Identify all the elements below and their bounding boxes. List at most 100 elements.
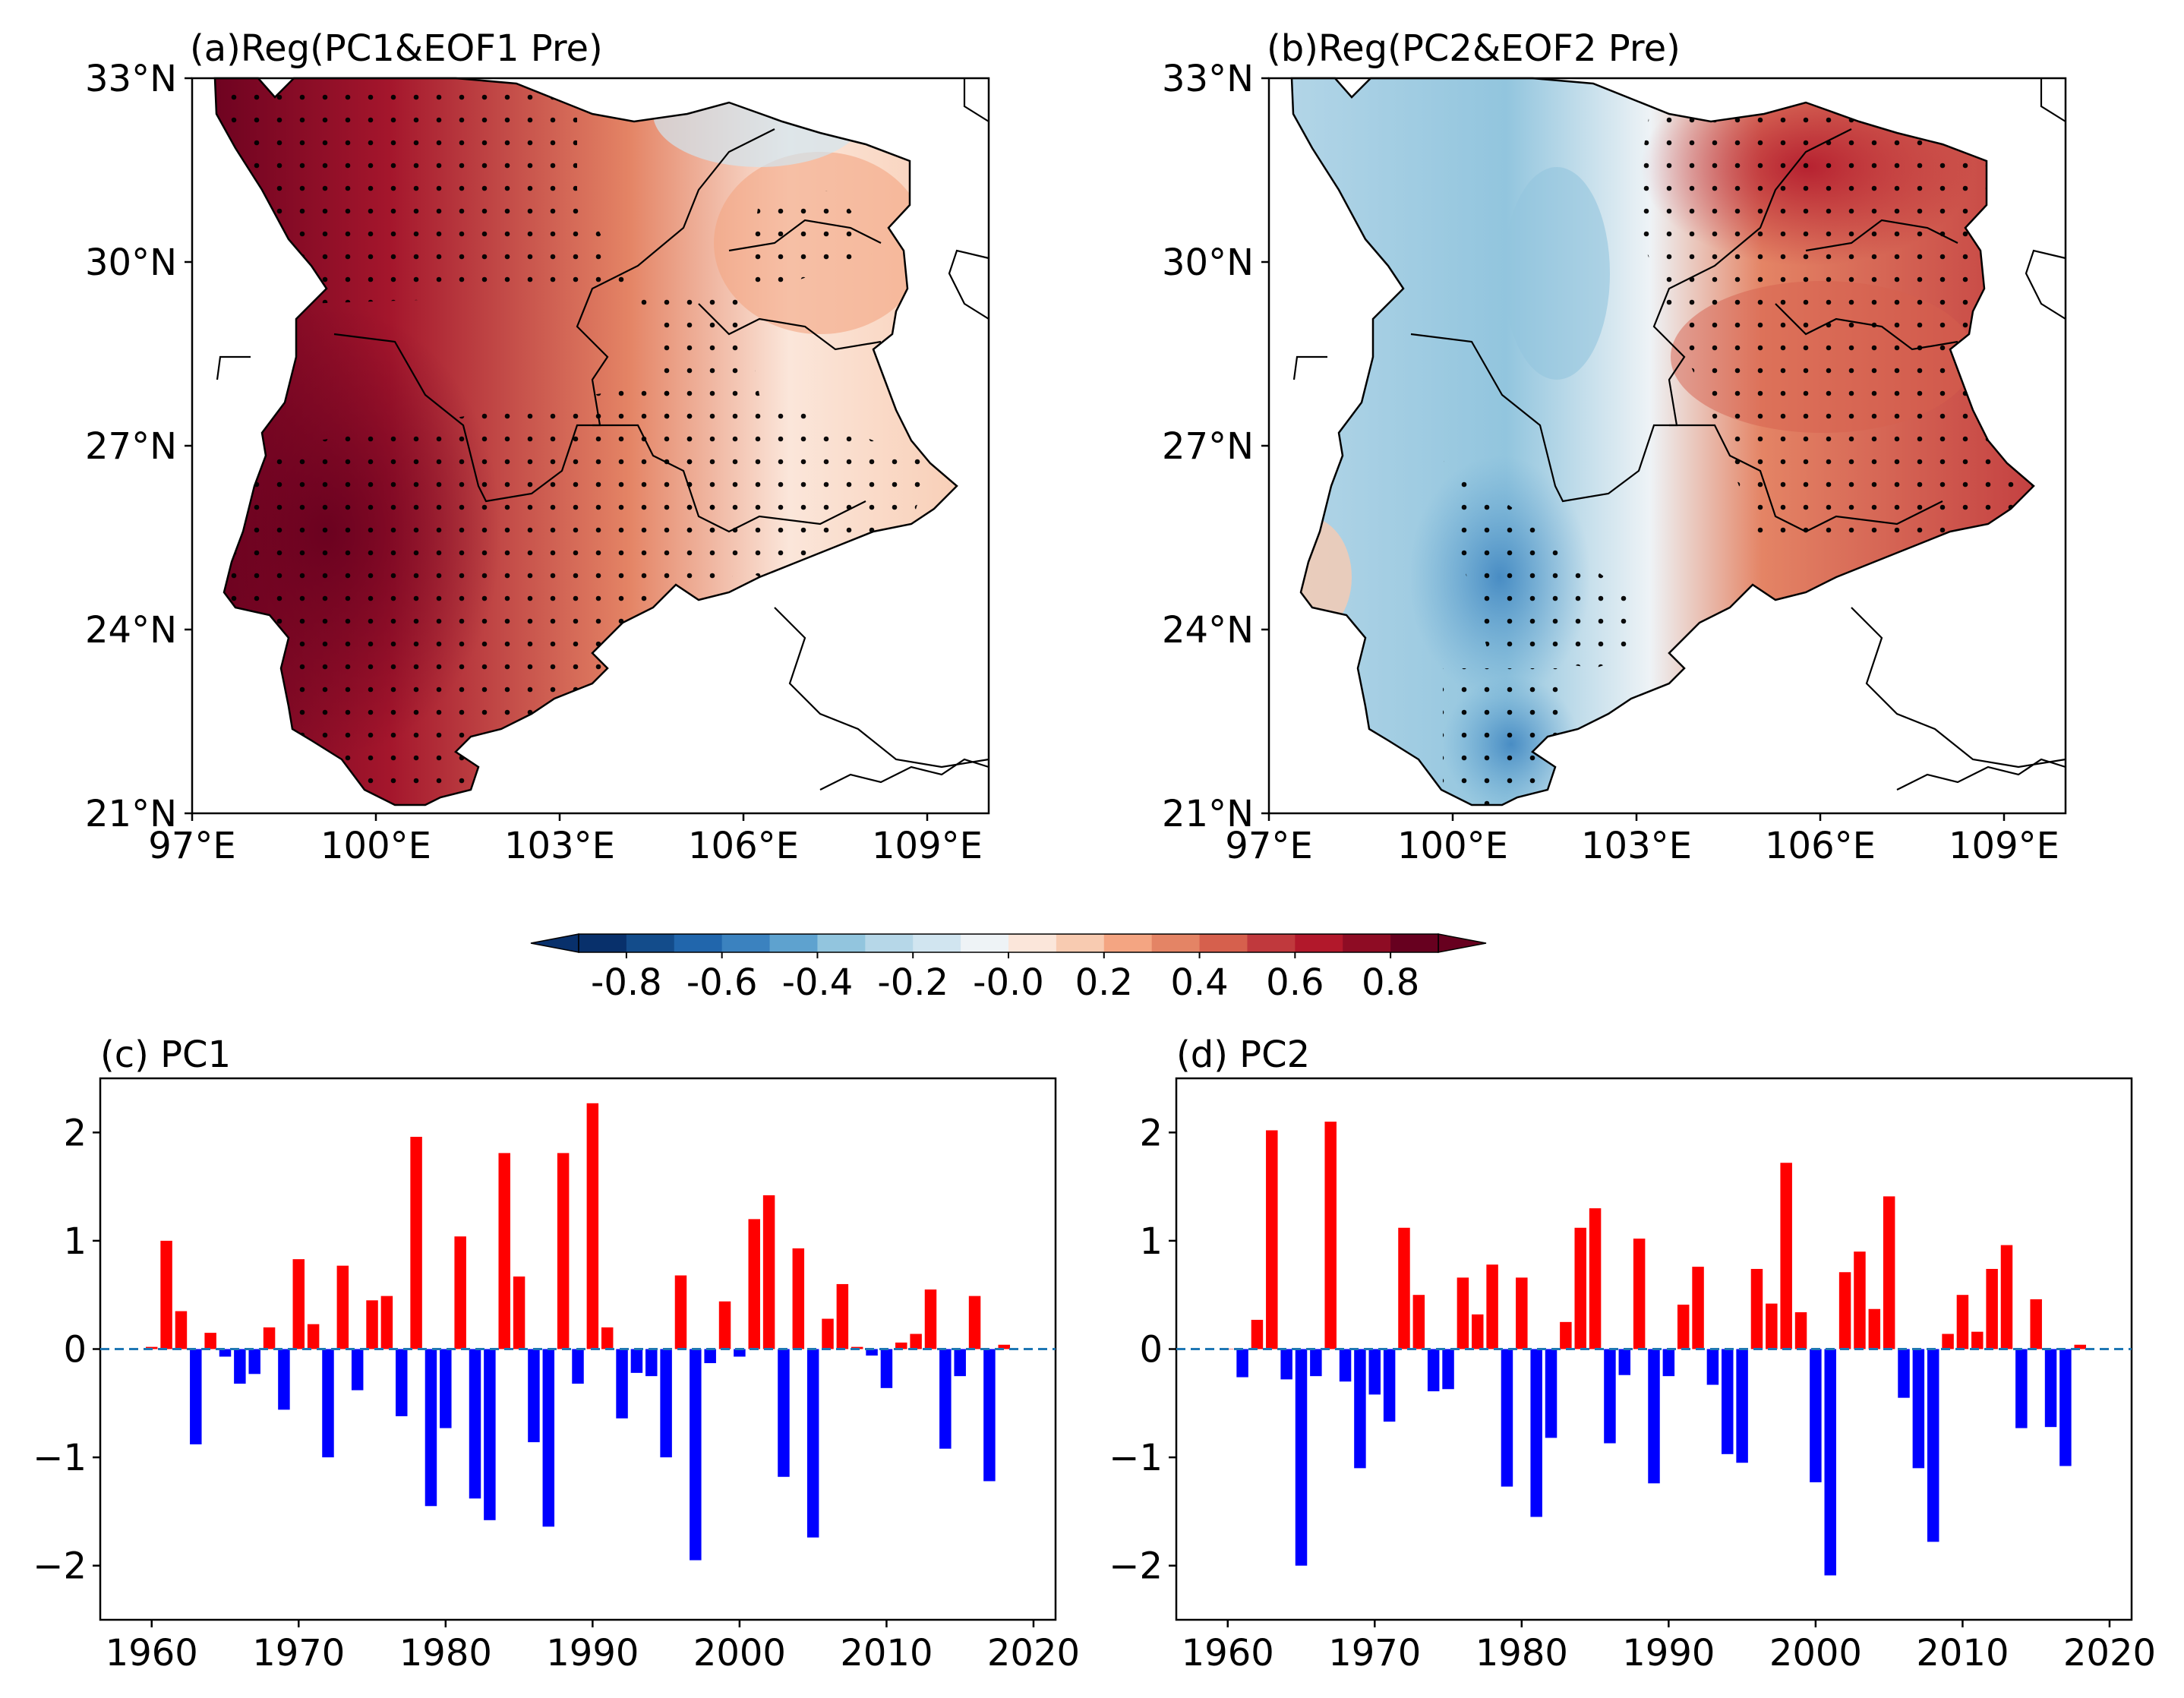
colorbar-swatch [961, 934, 1009, 952]
bar-1980 [1516, 1277, 1528, 1349]
y-tick-label: 0 [1139, 1329, 1163, 1371]
colorbar-swatch [1295, 934, 1343, 952]
y-tick-label: 1 [63, 1220, 87, 1263]
colorbar-swatch [913, 934, 961, 952]
chart-c-x-ticks: 1960 1970 1980 1990 2000 2010 2020 [106, 1620, 1080, 1674]
bar-1970 [292, 1259, 305, 1349]
bar-1981 [454, 1236, 466, 1349]
chart-d-y-ticks: 2 1 0 −1 −2 [1109, 1112, 1176, 1588]
x-tick-label: 2010 [1916, 1632, 2009, 1674]
bar-1975 [366, 1300, 378, 1349]
bar-1991 [601, 1327, 614, 1349]
colorbar-label: 0.4 [1170, 961, 1228, 1004]
bar-2015 [954, 1349, 966, 1377]
map-b-lon-ticks: 97°E 100°E 103°E 106°E 109°E [1225, 813, 2059, 867]
bar-1994 [645, 1349, 658, 1377]
bar-1961 [1236, 1349, 1248, 1378]
bar-2000 [1810, 1349, 1822, 1482]
map-b-lat-ticks: 33°N 30°N 27°N 24°N 21°N [1162, 58, 1269, 835]
bar-1986 [1604, 1349, 1616, 1444]
bar-1963 [190, 1349, 202, 1444]
bar-1993 [630, 1349, 643, 1373]
y-tick-label: 1 [1139, 1220, 1163, 1263]
bar-1990 [1662, 1349, 1675, 1377]
map-b-shading [1292, 78, 2034, 805]
bar-2006 [1898, 1349, 1910, 1398]
colorbar-label: -0.8 [591, 961, 662, 1004]
bar-1993 [1706, 1349, 1719, 1385]
bar-1973 [1412, 1295, 1425, 1349]
bar-1976 [1457, 1277, 1469, 1349]
bar-2010 [880, 1349, 893, 1388]
lon-label: 103°E [504, 825, 615, 867]
colorbar-swatch [626, 934, 675, 952]
bar-1965 [219, 1349, 232, 1357]
bar-2007 [836, 1283, 849, 1349]
map-a-lat-ticks: 33°N 30°N 27°N 24°N 21°N [85, 58, 192, 835]
lat-label: 21°N [85, 793, 177, 835]
bar-1999 [718, 1301, 731, 1349]
bar-1969 [278, 1349, 290, 1410]
bar-1983 [1560, 1321, 1572, 1349]
colorbar: -0.8 -0.6 -0.4 -0.2 -0.0 0.2 0.4 0.6 0.8 [530, 933, 1487, 1004]
bar-2004 [1868, 1308, 1881, 1349]
lat-label: 24°N [1162, 609, 1254, 652]
bar-1971 [1383, 1349, 1396, 1422]
bar-2004 [792, 1248, 805, 1349]
colorbar-label: -0.4 [782, 961, 854, 1004]
bar-1997 [1766, 1303, 1778, 1349]
lat-label: 27°N [85, 425, 177, 468]
bar-1977 [396, 1349, 408, 1416]
lat-label: 30°N [85, 241, 177, 284]
bar-1982 [469, 1349, 481, 1499]
bar-1961 [160, 1240, 172, 1349]
bar-1969 [1354, 1349, 1366, 1469]
bar-2007 [1912, 1349, 1925, 1469]
bar-1987 [542, 1349, 555, 1527]
map-panel-a: (a)Reg(PC1&EOF1 Pre) [85, 27, 990, 867]
bar-1973 [336, 1265, 349, 1349]
bar-1962 [1251, 1319, 1264, 1349]
bar-2010 [1956, 1295, 1969, 1349]
lon-label: 103°E [1581, 825, 1692, 867]
x-tick-label: 2000 [1769, 1632, 1862, 1674]
y-tick-label: −2 [1109, 1545, 1163, 1588]
bar-1968 [1339, 1349, 1352, 1382]
map-a-title: (a)Reg(PC1&EOF1 Pre) [190, 27, 603, 70]
colorbar-swatch [1247, 934, 1296, 952]
bar-1989 [572, 1349, 584, 1384]
bar-1994 [1722, 1349, 1734, 1454]
lon-label: 97°E [148, 825, 235, 867]
colorbar-label: -0.0 [973, 961, 1044, 1004]
colorbar-label: 0.8 [1362, 961, 1419, 1004]
bar-1974 [351, 1349, 364, 1390]
x-tick-label: 1960 [1182, 1632, 1274, 1674]
x-tick-label: 1980 [399, 1632, 492, 1674]
bar-1968 [263, 1327, 276, 1349]
bar-1991 [1677, 1305, 1690, 1349]
bar-2000 [734, 1349, 746, 1357]
bar-1977 [1472, 1314, 1484, 1349]
lon-label: 100°E [320, 825, 431, 867]
bar-2014 [939, 1349, 952, 1449]
colorbar-swatch [1199, 934, 1248, 952]
bar-2013 [2000, 1245, 2013, 1349]
bar-2018 [998, 1344, 1011, 1349]
bar-1997 [690, 1349, 702, 1561]
colorbar-swatch [1151, 934, 1201, 952]
y-tick-label: −1 [1109, 1437, 1163, 1479]
bar-2011 [895, 1342, 907, 1349]
bar-1999 [1794, 1312, 1807, 1349]
x-tick-label: 1970 [252, 1632, 345, 1674]
colorbar-swatch [769, 934, 818, 952]
colorbar-swatch [1056, 934, 1105, 952]
bar-1988 [557, 1153, 570, 1349]
colorbar-labels: -0.8 -0.6 -0.4 -0.2 -0.0 0.2 0.4 0.6 0.8 [591, 952, 1419, 1004]
bar-1963 [1266, 1130, 1278, 1349]
bar-1976 [380, 1296, 393, 1349]
bar-1983 [484, 1349, 496, 1520]
x-tick-label: 1990 [1622, 1632, 1715, 1674]
bar-1996 [674, 1275, 687, 1349]
lon-label: 109°E [872, 825, 983, 867]
